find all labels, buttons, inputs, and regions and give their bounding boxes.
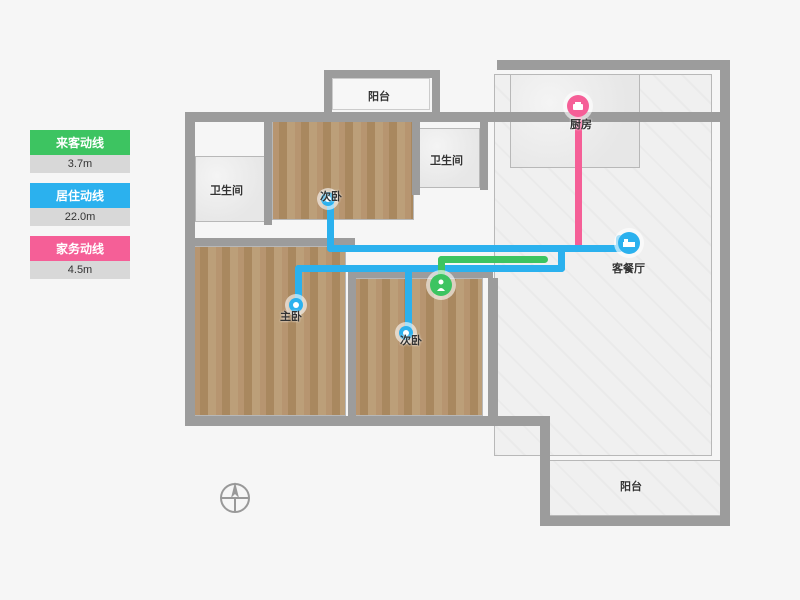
- wall-segment: [348, 270, 356, 420]
- wall-segment: [488, 416, 546, 426]
- legend-guest-label: 来客动线: [30, 130, 130, 155]
- legend-guest-value: 3.7m: [30, 155, 130, 173]
- legend-guest: 来客动线 3.7m: [30, 130, 130, 173]
- guest-node-icon: [430, 274, 452, 296]
- path-guest: [438, 256, 548, 263]
- legend-living-value: 22.0m: [30, 208, 130, 226]
- legend-chores: 家务动线 4.5m: [30, 236, 130, 279]
- path-living: [327, 198, 334, 252]
- legend-living-label: 居住动线: [30, 183, 130, 208]
- path-living: [327, 245, 623, 252]
- label-bath-left: 卫生间: [210, 182, 243, 198]
- kitchen-node-icon: [567, 95, 589, 117]
- wall-segment: [488, 278, 498, 426]
- wall-segment: [540, 516, 730, 526]
- legend-chores-value: 4.5m: [30, 261, 130, 279]
- floorplan-canvas: 阳台 厨房 卫生间 次卧 卫生间 主卧 次卧 客餐厅 阳台 来客动线 3.7m …: [0, 0, 800, 600]
- label-balcony-top: 阳台: [368, 88, 390, 104]
- wall-segment: [324, 70, 440, 78]
- label-balcony-bottom: 阳台: [620, 478, 642, 494]
- legend-living: 居住动线 22.0m: [30, 183, 130, 226]
- wall-segment: [720, 60, 730, 526]
- wall-segment: [185, 416, 497, 426]
- path-living: [295, 265, 565, 272]
- path-living: [558, 245, 565, 272]
- label-kitchen: 厨房: [570, 116, 592, 132]
- path-living: [405, 265, 412, 333]
- room-bedroom-sec-top: [272, 120, 414, 220]
- legend: 来客动线 3.7m 居住动线 22.0m 家务动线 4.5m: [30, 130, 130, 289]
- compass-icon: [215, 478, 255, 518]
- label-master: 主卧: [280, 308, 302, 324]
- living-node-icon: [618, 232, 640, 254]
- label-living: 客餐厅: [612, 260, 645, 276]
- wall-segment: [497, 60, 729, 70]
- label-bed-sec-bottom: 次卧: [400, 332, 422, 348]
- wall-segment: [185, 112, 195, 424]
- label-bed-sec-top: 次卧: [320, 188, 342, 204]
- wall-segment: [264, 115, 272, 225]
- wall-segment: [412, 115, 420, 195]
- legend-chores-label: 家务动线: [30, 236, 130, 261]
- wall-segment: [480, 115, 488, 190]
- wall-segment: [540, 416, 550, 524]
- label-bath-right: 卫生间: [430, 152, 463, 168]
